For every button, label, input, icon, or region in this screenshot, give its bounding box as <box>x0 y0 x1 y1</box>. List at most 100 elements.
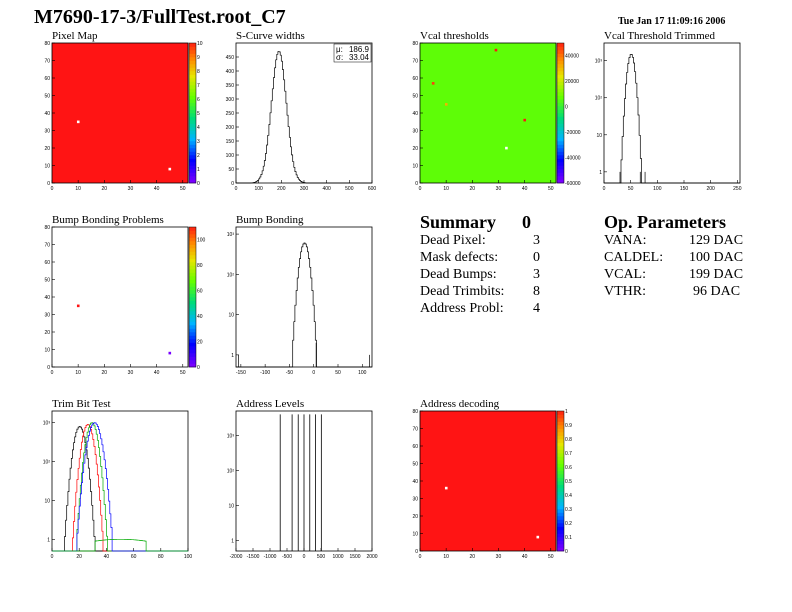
colorbar-segment <box>557 71 564 75</box>
colorbar-segment <box>189 155 196 159</box>
colorbar-segment <box>557 172 564 177</box>
y-tick-label: 50 <box>412 94 418 100</box>
y-tick-label: 20 <box>44 330 50 336</box>
x-tick-label: 40 <box>104 554 110 560</box>
op-parameters-title: Op. Parameters <box>604 212 726 232</box>
colorbar-segment <box>557 99 564 103</box>
colorbar-segment <box>189 106 196 110</box>
x-tick-label: 50 <box>548 554 554 560</box>
colorbar-segment <box>557 134 564 138</box>
colorbar-segment <box>189 297 196 301</box>
y-tick-label: 80 <box>44 225 50 231</box>
colorbar-label: 40000 <box>565 54 579 60</box>
colorbar-segment <box>189 360 196 364</box>
colorbar-segment <box>189 141 196 145</box>
colorbar-segment <box>189 269 196 273</box>
y-tick-label: 60 <box>44 260 50 266</box>
op-row-vthr: VTHR: 96 DAC <box>604 284 752 301</box>
colorbar-segment <box>189 162 196 166</box>
summary-value: 0 <box>533 250 540 265</box>
op-value: 199 DAC <box>689 267 744 282</box>
colorbar-label: 0.3 <box>565 507 572 513</box>
colorbar-segment <box>189 127 196 131</box>
op-label: VTHR: <box>604 284 646 299</box>
heatmap-fill <box>52 43 188 183</box>
x-tick-label: 2000 <box>366 554 377 560</box>
x-tick-label: 500 <box>345 186 354 192</box>
y-tick-label: 0 <box>47 181 50 187</box>
op-value: 96 DAC <box>693 284 741 299</box>
colorbar-segment <box>557 537 564 541</box>
colorbar-segment <box>557 460 564 464</box>
colorbar-segment <box>189 109 196 114</box>
y-tick-label: 10² <box>43 460 51 466</box>
colorbar-segment <box>189 99 196 103</box>
plot-frame <box>235 226 373 368</box>
x-tick-label: 0 <box>51 186 54 192</box>
y-tick-label: 150 <box>226 139 235 145</box>
colorbar-segment <box>557 418 564 422</box>
colorbar-segment <box>189 165 196 170</box>
colorbar-segment <box>557 495 564 499</box>
histogram-line <box>604 54 740 184</box>
colorbar-segment <box>557 74 564 79</box>
x-tick-label: 10 <box>443 186 449 192</box>
y-tick-label: 450 <box>226 55 235 61</box>
x-tick-label: 150 <box>680 186 689 192</box>
colorbar-segment <box>189 241 196 245</box>
colorbar-label: 1 <box>197 167 200 173</box>
panel-title-address-decoding: Address decoding <box>420 398 500 410</box>
y-tick-label: 0 <box>47 365 50 371</box>
colorbar-segment <box>557 109 564 114</box>
x-tick-label: 20 <box>470 186 476 192</box>
colorbar-label: 0.1 <box>565 535 572 541</box>
colorbar-segment <box>557 50 564 54</box>
colorbar-segment <box>557 428 564 433</box>
x-tick-label: -150 <box>236 370 246 376</box>
y-tick-label: 70 <box>412 427 418 433</box>
summary-label: Mask defects: <box>420 250 499 265</box>
heatmap-cell <box>431 82 435 85</box>
y-tick-label: 0 <box>415 181 418 187</box>
y-tick-label: 1 <box>47 537 50 543</box>
x-tick-label: 1000 <box>332 554 343 560</box>
y-tick-label: 50 <box>228 167 234 173</box>
y-tick-label: 1 <box>231 538 234 544</box>
heatmap-cell <box>76 120 80 124</box>
colorbar-segment <box>189 258 196 263</box>
colorbar-label: 3 <box>197 139 200 145</box>
x-tick-label: -1000 <box>264 554 277 560</box>
colorbar-segment <box>557 540 564 545</box>
summary-row-dead-bumps: Dead Bumps: 3 <box>420 267 545 284</box>
x-tick-label: 200 <box>277 186 286 192</box>
colorbar-segment <box>557 113 564 117</box>
x-tick-label: 20 <box>102 370 108 376</box>
y-tick-label: 20 <box>44 146 50 152</box>
colorbar-label: 1 <box>565 409 568 415</box>
colorbar-segment <box>189 50 196 54</box>
colorbar-label: 80 <box>197 263 203 269</box>
colorbar-segment <box>557 509 564 513</box>
colorbar-segment <box>189 74 196 79</box>
x-tick-label: 30 <box>128 186 134 192</box>
colorbar-label: 20000 <box>565 79 579 85</box>
y-tick-label: 10³ <box>43 421 51 427</box>
colorbar-segment <box>557 530 564 534</box>
colorbar-label: 5 <box>197 111 200 117</box>
colorbar-segment <box>189 251 196 256</box>
heatmap-cell <box>168 167 172 171</box>
heatmap-cell <box>536 535 540 539</box>
colorbar-segment <box>557 453 564 457</box>
colorbar-label: -20000 <box>565 130 581 136</box>
colorbar-segment <box>189 290 196 294</box>
x-tick-label: 80 <box>158 554 164 560</box>
colorbar-segment <box>189 353 196 357</box>
colorbar-segment <box>189 255 196 259</box>
y-tick-label: 20 <box>412 146 418 152</box>
colorbar-label: 100 <box>197 238 206 244</box>
colorbar-label: 8 <box>197 69 200 75</box>
x-tick-label: 0 <box>419 554 422 560</box>
colorbar-segment <box>557 53 564 58</box>
stats-rms: 33.04 <box>349 53 370 62</box>
